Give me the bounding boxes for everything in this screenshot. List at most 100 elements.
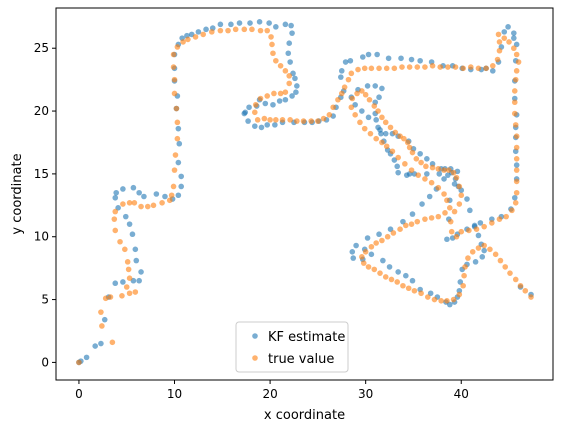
data-point: [418, 290, 424, 297]
data-point: [123, 284, 130, 290]
data-point: [501, 29, 508, 35]
data-point: [353, 242, 359, 249]
data-point: [341, 84, 348, 90]
data-point: [424, 171, 430, 177]
data-point: [372, 83, 379, 89]
data-point: [368, 251, 375, 258]
data-point: [335, 96, 341, 103]
data-point: [282, 21, 289, 28]
data-point: [423, 163, 429, 170]
data-point: [174, 44, 181, 50]
data-point: [501, 35, 508, 41]
data-point: [511, 35, 517, 41]
data-point: [348, 104, 355, 111]
data-point: [117, 238, 123, 245]
data-point: [245, 118, 251, 124]
data-point: [271, 90, 277, 97]
data-point: [122, 213, 129, 220]
data-point: [285, 50, 292, 57]
data-point: [452, 64, 459, 70]
plot-frame: [55, 7, 554, 381]
data-point: [414, 218, 421, 225]
data-point: [389, 148, 396, 155]
data-point: [228, 21, 234, 28]
data-point: [99, 323, 105, 329]
data-point: [264, 27, 271, 34]
data-point: [131, 200, 138, 206]
data-point: [479, 254, 486, 260]
data-point: [511, 194, 518, 201]
data-point: [289, 93, 295, 99]
data-point: [257, 27, 264, 34]
data-point: [264, 122, 271, 128]
x-tick-label: 40: [454, 387, 469, 401]
data-point: [282, 96, 289, 103]
data-point: [347, 57, 354, 64]
data-point: [386, 264, 393, 270]
data-point: [402, 161, 408, 167]
data-point: [367, 130, 374, 137]
data-point: [217, 27, 224, 34]
data-point: [495, 31, 502, 38]
data-point: [261, 115, 268, 122]
data-point: [268, 34, 274, 40]
legend-label-kf-estimate: KF estimate: [268, 330, 345, 345]
data-point: [382, 119, 389, 126]
legend-marker-kf-estimate: [252, 333, 258, 339]
data-point: [517, 282, 524, 289]
data-point: [252, 109, 258, 116]
data-point: [435, 213, 442, 220]
data-point: [192, 34, 199, 40]
data-point: [200, 31, 206, 38]
x-tick-label: 10: [167, 387, 182, 401]
data-point: [403, 172, 410, 178]
data-point: [136, 277, 142, 284]
data-point: [379, 85, 385, 92]
data-point: [371, 266, 378, 273]
data-point: [513, 178, 520, 185]
data-point: [338, 90, 345, 97]
data-point: [138, 269, 144, 275]
data-point: [252, 101, 259, 108]
data-point: [428, 179, 435, 186]
data-point: [513, 167, 520, 173]
data-point: [364, 83, 371, 89]
data-point: [360, 54, 366, 60]
data-point: [409, 149, 416, 156]
data-point: [383, 143, 390, 150]
data-point: [247, 20, 253, 26]
data-point: [392, 129, 399, 136]
data-point: [390, 230, 397, 236]
data-point: [376, 94, 382, 101]
data-point: [450, 296, 457, 303]
data-point: [487, 246, 493, 253]
legend-box: [235, 321, 349, 373]
data-point: [294, 83, 300, 89]
data-point: [287, 117, 293, 123]
data-point: [373, 117, 379, 123]
data-point: [126, 200, 133, 206]
data-point: [232, 26, 239, 33]
data-point: [441, 191, 447, 197]
data-point: [435, 184, 442, 191]
data-point: [458, 228, 465, 235]
data-point: [288, 22, 294, 29]
y-axis-label: y coordinate: [10, 153, 25, 234]
data-point: [437, 64, 444, 70]
data-point: [453, 233, 460, 240]
y-tick-label: 15: [34, 167, 49, 181]
data-point: [368, 65, 375, 72]
data-point: [171, 76, 178, 83]
data-point: [364, 235, 371, 241]
data-point: [352, 112, 358, 118]
data-point: [132, 289, 139, 295]
data-point: [503, 213, 509, 220]
data-point: [175, 159, 182, 166]
data-point: [361, 65, 368, 72]
data-point: [406, 64, 413, 70]
data-point: [217, 21, 224, 28]
data-point: [178, 173, 185, 180]
data-point: [266, 20, 272, 26]
data-point: [469, 249, 476, 255]
data-point: [522, 287, 529, 294]
